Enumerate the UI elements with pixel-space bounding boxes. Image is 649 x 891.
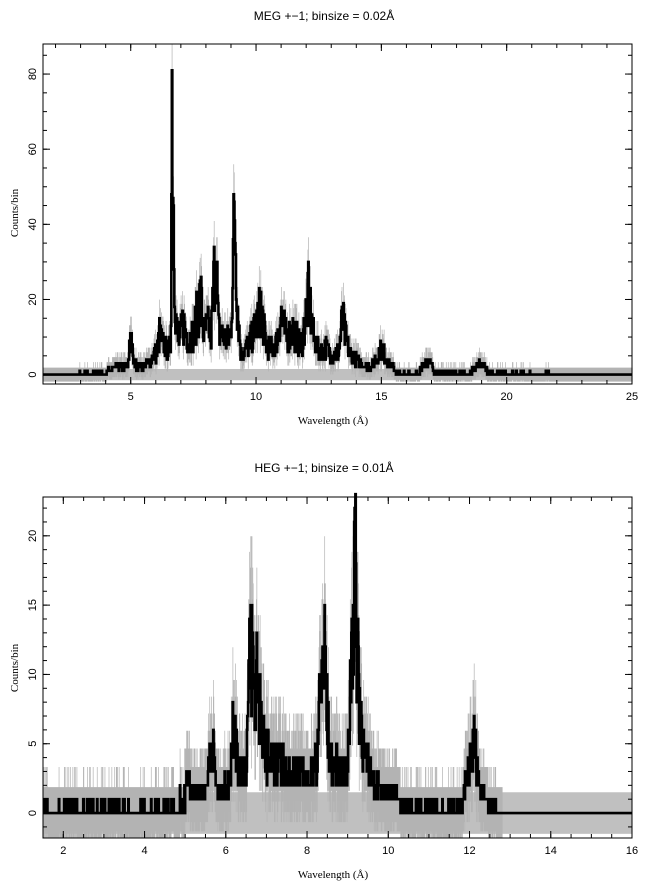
y-tick-label: 15 — [27, 599, 39, 611]
x-tick-label: 8 — [304, 845, 310, 857]
chart-title: HEG +−1; binsize = 0.01Å — [254, 460, 393, 475]
x-tick-label: 10 — [382, 845, 394, 857]
x-tick-label: 16 — [626, 845, 638, 857]
x-tick-label: 20 — [501, 391, 513, 403]
y-tick-label: 80 — [27, 68, 39, 80]
x-tick-label: 15 — [375, 391, 387, 403]
x-tick-label: 10 — [250, 391, 262, 403]
error-bars — [42, 44, 633, 382]
x-tick-label: 5 — [128, 391, 134, 403]
y-axis-label: Counts/bin — [9, 188, 21, 237]
y-tick-label: 20 — [27, 293, 39, 305]
heg-data-line — [42, 492, 632, 815]
x-tick-label: 4 — [141, 845, 147, 857]
y-tick-label: 60 — [27, 143, 39, 155]
chart-title: MEG +−1; binsize = 0.02Å — [254, 8, 394, 23]
y-tick-label: 0 — [27, 810, 39, 816]
error-bars — [42, 497, 503, 838]
heg-error-bars — [42, 497, 503, 838]
chart-heg: HEG +−1; binsize = 0.01Å Wavelength (Å) … — [9, 460, 638, 881]
x-tick-label: 25 — [626, 391, 638, 403]
x-tick-label: 2 — [60, 845, 66, 857]
y-axis-label: Counts/bin — [9, 643, 21, 692]
meg-error-bars — [42, 44, 633, 382]
x-axis-label: Wavelength (Å) — [298, 415, 369, 427]
meg-background-band — [43, 368, 632, 381]
x-axis-label: Wavelength (Å) — [298, 869, 369, 881]
heg-plot-frame — [42, 496, 633, 839]
y-tick-label: 10 — [27, 668, 39, 680]
y-tick-label: 20 — [27, 530, 39, 542]
y-tick-label: 5 — [27, 741, 39, 747]
y-tick-label: 40 — [27, 218, 39, 230]
y-tick-label: 0 — [27, 372, 39, 378]
meg-data-line — [43, 69, 633, 376]
chart-meg: MEG +−1; binsize = 0.02Å Wavelength (Å) … — [9, 8, 638, 427]
meg-plot-frame — [42, 43, 633, 385]
x-tick-label: 14 — [545, 845, 557, 857]
meg-ticks: 5 10 15 20 25 0 20 40 60 80 — [27, 44, 638, 403]
x-tick-label: 12 — [463, 845, 475, 857]
x-tick-label: 6 — [223, 845, 229, 857]
